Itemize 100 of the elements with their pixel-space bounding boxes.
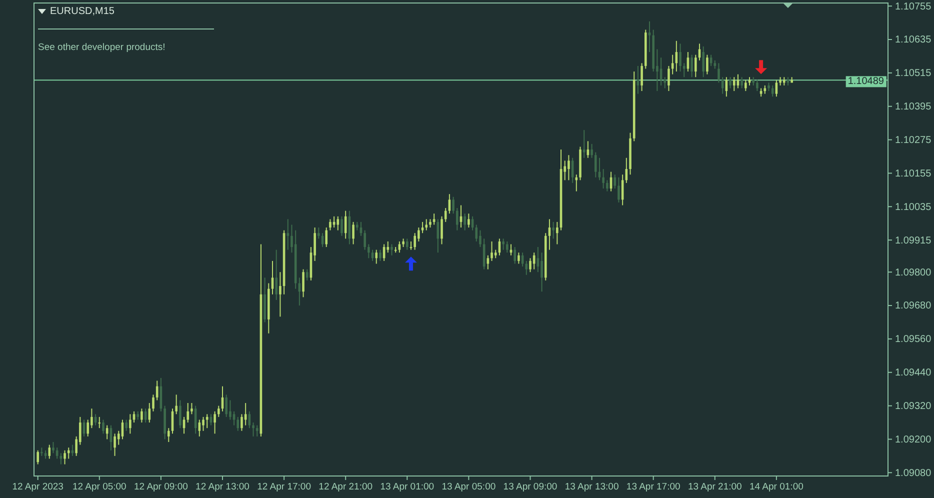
x-tick-label: 12 Apr 13:00 [196, 482, 250, 493]
candlestick [479, 230, 482, 248]
candlestick [771, 84, 774, 98]
candlestick [668, 65, 670, 92]
candlestick [502, 238, 504, 250]
candlestick [490, 240, 493, 262]
candlestick [214, 410, 216, 434]
candlestick [452, 196, 454, 214]
candlestick [718, 62, 720, 84]
candlestick [648, 20, 651, 53]
x-tick-label: 13 Apr 09:00 [503, 482, 558, 493]
candlestick [568, 154, 570, 181]
candlestick [756, 79, 758, 92]
candlestick [440, 216, 443, 245]
candlestick [552, 221, 554, 240]
candlestick [225, 394, 228, 418]
annotation: See other developer products! [38, 42, 166, 53]
candlestick [364, 230, 366, 250]
candlestick [217, 405, 220, 418]
candlestick [694, 54, 697, 78]
candlestick [690, 54, 693, 78]
candlestick [325, 227, 328, 248]
candlestick [475, 224, 478, 242]
candlestick [152, 394, 154, 412]
candlestick [256, 424, 258, 437]
candlestick [732, 76, 736, 92]
candlestick [98, 416, 101, 429]
candlestick [102, 419, 104, 434]
candlestick [682, 62, 686, 78]
candlestick [679, 43, 682, 72]
y-tick-label: 1.10275 [895, 134, 932, 146]
x-tick-label: 12 Apr 09:00 [134, 482, 188, 493]
candlestick [179, 400, 182, 429]
y-tick-label: 1.10515 [895, 68, 932, 80]
candlestick [425, 218, 428, 231]
candlestick [202, 416, 204, 432]
candlestick [614, 174, 616, 190]
candlestick [114, 433, 116, 456]
y-tick-label: 1.09915 [895, 235, 932, 246]
candlestick [229, 400, 232, 420]
candlestick [352, 221, 354, 245]
candlestick [240, 414, 243, 432]
y-tick-label: 1.10395 [895, 102, 932, 113]
candlestick [306, 268, 308, 281]
candlestick [506, 240, 508, 254]
x-tick-label: 13 Apr 05:00 [442, 482, 496, 493]
candlestick [421, 221, 424, 234]
candlestick [86, 419, 90, 437]
x-tick-label: 12 Apr 17:00 [257, 482, 311, 493]
y-tick-label: 1.09320 [895, 401, 932, 412]
candlestick [464, 213, 466, 231]
candlestick [444, 208, 447, 222]
candlestick [190, 402, 193, 415]
candlestick [740, 76, 743, 89]
candlestick [514, 246, 516, 264]
candlestick [525, 260, 528, 276]
candlestick [275, 249, 278, 300]
candlestick [340, 216, 343, 236]
chart-title: EURUSD,M15 [50, 6, 115, 17]
x-tick-label: 12 Apr 05:00 [72, 482, 126, 493]
candlestick [336, 216, 340, 231]
candlestick [186, 402, 190, 424]
candlestick [167, 428, 170, 443]
y-tick-label: 1.10155 [895, 168, 932, 180]
candlestick [602, 168, 604, 190]
x-tick-label: 13 Apr 17:00 [626, 482, 680, 493]
candlestick [64, 450, 66, 465]
candlestick [729, 76, 732, 89]
candlestick [156, 380, 158, 401]
candlestick [556, 221, 558, 245]
candlestick [386, 240, 390, 254]
candlestick [618, 176, 620, 203]
candlestick [279, 272, 282, 318]
candlestick [606, 180, 608, 192]
candlestick [125, 419, 128, 432]
x-tick-label: 13 Apr 21:00 [688, 482, 742, 493]
candlestick [594, 152, 597, 178]
candlestick [206, 414, 208, 429]
candlestick [286, 218, 290, 250]
candlestick [702, 46, 705, 78]
y-tick-label: 1.10035 [895, 202, 932, 213]
y-tick-label: 1.09440 [895, 368, 932, 379]
candlestick [236, 416, 240, 432]
candlestick [48, 444, 51, 460]
x-tick-label: 12 Apr 2023 [12, 482, 64, 493]
candlestick [406, 238, 408, 250]
candlestick [664, 76, 666, 89]
candlestick [175, 394, 178, 415]
candlestick [375, 249, 378, 264]
candlestick [518, 252, 520, 264]
candlestick [432, 213, 436, 226]
candlestick [368, 244, 370, 259]
candlestick [129, 414, 132, 434]
candlestick [52, 442, 54, 454]
candlestick [390, 244, 393, 256]
y-tick-label: 1.09560 [895, 334, 932, 346]
candlestick [140, 408, 143, 424]
candlestick [456, 208, 458, 231]
y-tick-label: 1.10635 [895, 34, 932, 46]
candlestick [540, 252, 543, 292]
